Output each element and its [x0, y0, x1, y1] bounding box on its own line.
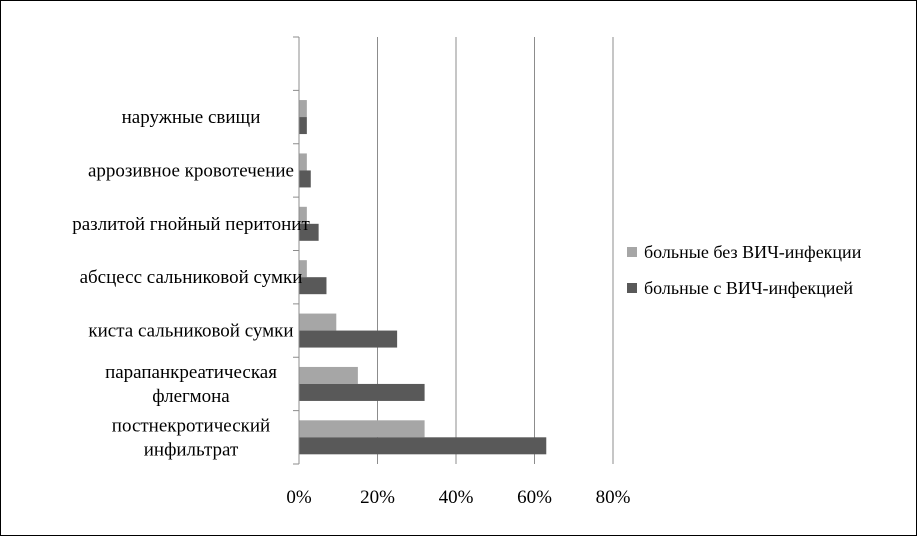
x-tick-label: 80%: [596, 487, 631, 508]
legend-swatch: [627, 247, 637, 257]
x-tick-label: 40%: [439, 487, 474, 508]
bar-without-hiv: [299, 206, 307, 224]
x-tick-label: 0%: [286, 487, 312, 508]
x-tick-label: 20%: [360, 487, 395, 508]
bar-with-hiv: [299, 383, 425, 401]
bar-with-hiv: [299, 437, 547, 455]
x-tick-labels: 0% 20% 40% 60% 80%: [286, 487, 630, 508]
bars: [299, 100, 547, 455]
category-label: киста сальниковой сумки: [88, 321, 293, 342]
bar-without-hiv: [299, 100, 307, 118]
category-label: наружные свищи: [122, 107, 261, 128]
bar-with-hiv: [299, 223, 319, 241]
bar-with-hiv: [299, 330, 398, 348]
bar-without-hiv: [299, 313, 337, 331]
category-label: абсцесс сальниковой сумки: [80, 267, 303, 288]
bar-without-hiv: [299, 260, 307, 278]
category-label: парапанкреатическая флегмона: [105, 362, 277, 407]
legend-label: больные с ВИЧ-инфекцией: [644, 278, 853, 298]
bar-with-hiv: [299, 170, 311, 188]
bar-without-hiv: [299, 153, 307, 171]
y-axis: [293, 36, 300, 465]
category-labels: постнекротический инфильтрат парапанкреати…: [72, 107, 310, 460]
bar-without-hiv: [299, 420, 425, 438]
legend-swatch: [627, 283, 637, 293]
category-label: разлитой гнойный перитонит: [72, 214, 310, 235]
bar-with-hiv: [299, 277, 327, 295]
x-tick-label: 60%: [517, 487, 552, 508]
category-label: аррозивное кровотечение: [88, 160, 294, 181]
category-label: постнекротический инфильтрат: [112, 415, 270, 460]
legend: больные без ВИЧ-инфекции больные с ВИЧ-ин…: [627, 242, 862, 298]
legend-label: больные без ВИЧ-инфекции: [644, 242, 862, 262]
bar-with-hiv: [299, 117, 307, 135]
bar-without-hiv: [299, 366, 358, 384]
